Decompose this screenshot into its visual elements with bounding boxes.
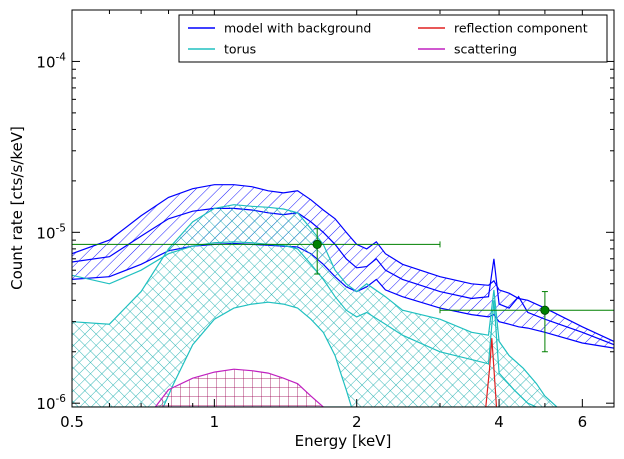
data-marker bbox=[540, 305, 550, 315]
y-tick-exponent: -4 bbox=[56, 51, 67, 63]
y-tick-exponent: -6 bbox=[56, 393, 67, 405]
y-tick-mantissa: 10 bbox=[36, 224, 55, 242]
tick-labels: 10-610-510-40.5 1 2 4 6 bbox=[36, 51, 587, 431]
y-axis-label: Count rate [cts/s/keV] bbox=[8, 126, 26, 290]
torus-middle-line bbox=[72, 241, 537, 407]
axis-ticks bbox=[71, 9, 615, 407]
plot-frame bbox=[71, 9, 615, 408]
legend: model with background reflection componen… bbox=[178, 14, 608, 63]
x-axis-label: Energy [keV] bbox=[295, 432, 392, 450]
data-point-1 bbox=[72, 228, 441, 275]
plot-area bbox=[72, 184, 614, 407]
y-tick-label: 10-4 bbox=[36, 51, 66, 71]
x-tick-label: 2 bbox=[352, 413, 362, 431]
x-tick-label: 4 bbox=[494, 413, 504, 431]
scattering-upper-line bbox=[154, 368, 324, 407]
x-tick-label: 1 bbox=[210, 413, 220, 431]
legend-label-torus: torus bbox=[224, 42, 256, 57]
data-marker bbox=[312, 239, 322, 249]
y-tick-label: 10-5 bbox=[36, 222, 66, 242]
legend-label-reflection-component: reflection component bbox=[454, 21, 588, 36]
legend-label-scattering: scattering bbox=[454, 42, 517, 57]
data-point-2 bbox=[439, 291, 614, 353]
torus-inner-line bbox=[162, 301, 353, 407]
legend-box bbox=[178, 14, 608, 63]
y-tick-exponent: -5 bbox=[56, 222, 66, 234]
y-tick-mantissa: 10 bbox=[36, 53, 55, 71]
x-tick-label: 6 bbox=[578, 413, 588, 431]
reflection-component-upper-line bbox=[485, 338, 498, 407]
legend-label-model-with-background: model with background bbox=[224, 21, 371, 36]
y-tick-label: 10-6 bbox=[36, 393, 66, 413]
y-tick-mantissa: 10 bbox=[36, 395, 55, 413]
torus-upper-line bbox=[72, 204, 558, 407]
torus-band-fill bbox=[72, 204, 557, 407]
scattering-band-fill bbox=[155, 369, 324, 407]
x-tick-label: 0.5 bbox=[60, 413, 84, 431]
